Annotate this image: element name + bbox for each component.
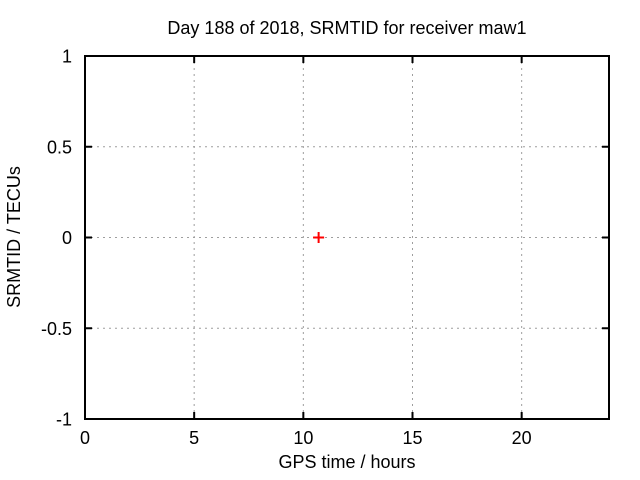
y-tick-label: 0 bbox=[62, 228, 72, 248]
x-tick-label: 10 bbox=[293, 428, 313, 448]
x-axis-label: GPS time / hours bbox=[278, 452, 416, 472]
x-tick-label: 20 bbox=[512, 428, 532, 448]
chart-title: Day 188 of 2018, SRMTID for receiver maw… bbox=[167, 18, 527, 38]
y-tick-label: -0.5 bbox=[41, 319, 72, 339]
x-tick-label: 0 bbox=[80, 428, 90, 448]
x-tick-label: 15 bbox=[402, 428, 422, 448]
x-tick-label: 5 bbox=[189, 428, 199, 448]
y-tick-label: -1 bbox=[56, 410, 72, 430]
y-tick-label: 0.5 bbox=[47, 137, 72, 157]
y-tick-label: 1 bbox=[62, 47, 72, 67]
